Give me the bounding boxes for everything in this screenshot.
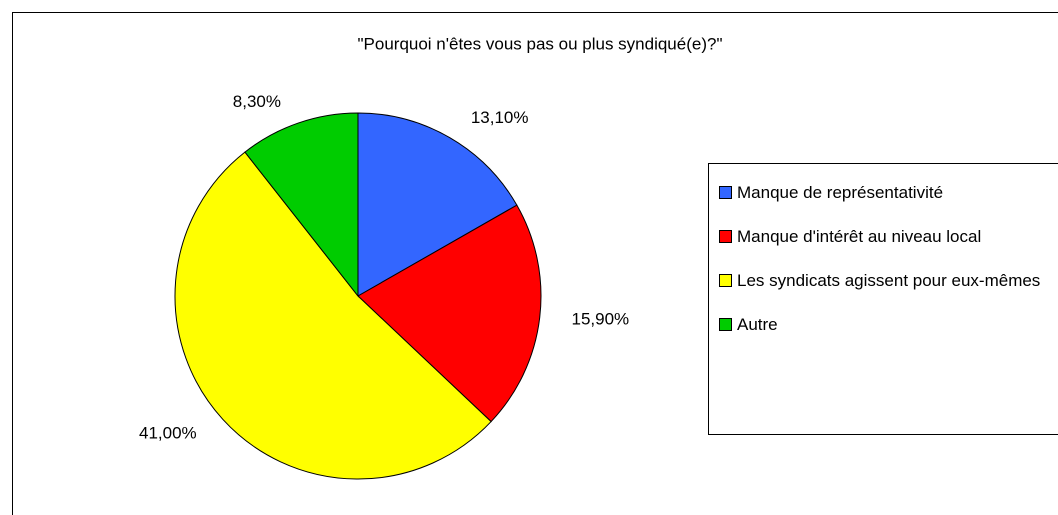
legend-swatch	[719, 274, 732, 287]
legend-label: Autre	[737, 315, 778, 334]
legend-item: Autre	[719, 314, 1058, 336]
data-label: 8,30%	[233, 92, 281, 111]
data-label: 13,10%	[471, 108, 529, 127]
legend-swatch	[719, 186, 732, 199]
legend-label: Manque de représentativité	[737, 183, 944, 202]
legend-label: Les syndicats agissent pour eux-mêmes	[737, 271, 1041, 290]
pie-slice	[244, 112, 359, 298]
pie-slice	[174, 151, 492, 480]
legend: Manque de représentativité Manque d'intér…	[708, 163, 1058, 435]
legend-swatch	[719, 318, 732, 331]
chart-title: "Pourquoi n'êtes vous pas ou plus syndiq…	[358, 34, 723, 53]
legend-item: Manque de représentativité	[719, 182, 1058, 204]
legend-item: Les syndicats agissent pour eux-mêmes	[719, 270, 1058, 292]
pie-slice	[357, 204, 542, 423]
legend-swatch	[719, 230, 732, 243]
legend-item: Manque d'intérêt au niveau local	[719, 226, 1058, 248]
data-label: 41,00%	[139, 424, 197, 443]
data-label: 15,90%	[572, 310, 630, 329]
legend-label: Manque d'intérêt au niveau local	[737, 227, 982, 246]
pie-slice	[357, 112, 518, 297]
